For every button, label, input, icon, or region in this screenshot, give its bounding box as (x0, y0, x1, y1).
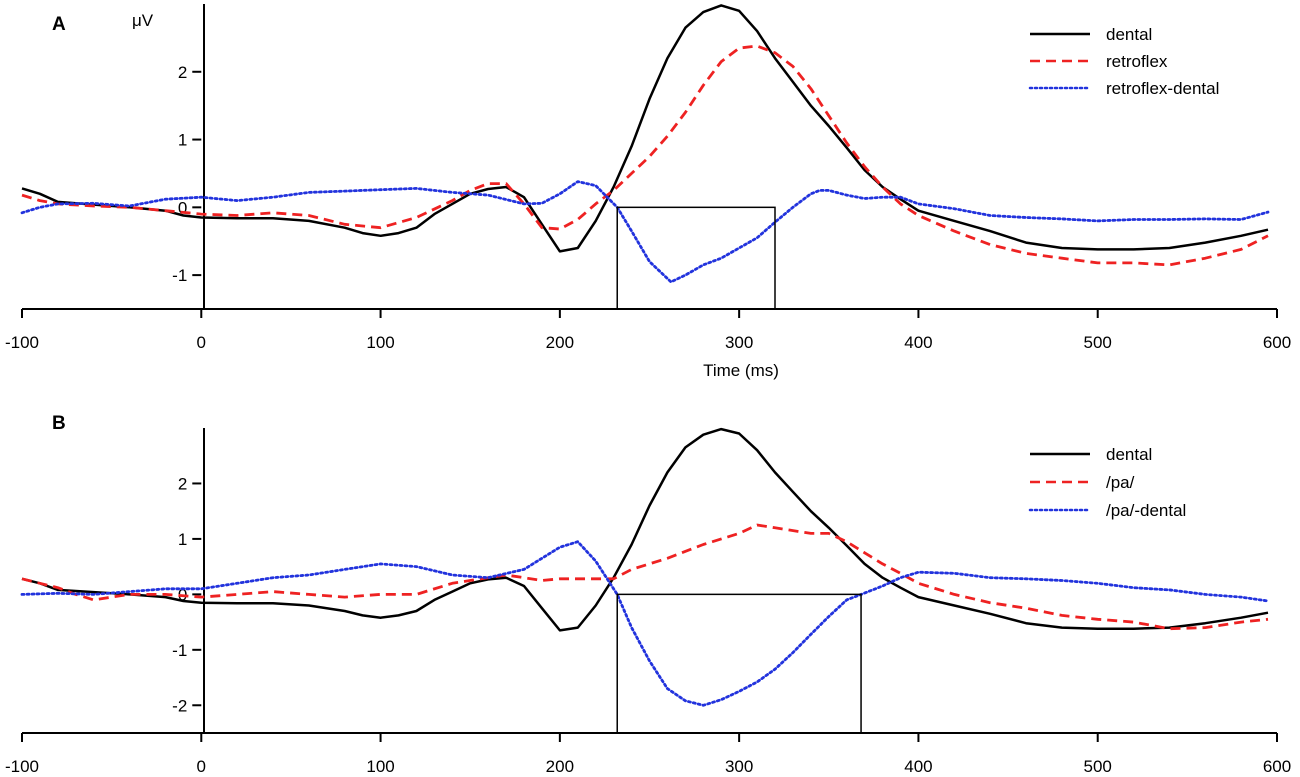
panel-b-label: B (52, 413, 66, 434)
x-tick-label: 0 (197, 757, 206, 776)
panel-b: B -100 0 100 200 300 400 500 600 -2 -1 0 1 2 dental… (5, 413, 1291, 776)
legend-label-retroflex-dental: retroflex-dental (1106, 79, 1219, 98)
series-line-0 (21, 4, 1269, 253)
panel-b-analysis-window (616, 593, 862, 734)
panel-a-label: A (52, 14, 66, 35)
panel-b-series (20, 427, 1270, 707)
series-line-0 (21, 427, 1269, 632)
x-tick-label: 100 (366, 757, 394, 776)
legend-label-dental: dental (1106, 445, 1152, 464)
x-tick-label: 200 (546, 757, 574, 776)
x-tick-label: 500 (1084, 333, 1112, 352)
x-tick-label: 400 (904, 757, 932, 776)
x-tick-label: -100 (5, 333, 39, 352)
legend-label-pa-dental: /pa/-dental (1106, 501, 1186, 520)
x-tick-label: 500 (1084, 757, 1112, 776)
y-tick-label: 1 (178, 131, 187, 150)
y-tick-label: -1 (172, 641, 187, 660)
panel-a-series (20, 4, 1270, 284)
unit-label: μV (132, 11, 154, 30)
series-line-1 (21, 44, 1269, 267)
x-tick-label: 300 (725, 757, 753, 776)
y-tick-label: -1 (172, 266, 187, 285)
x-tick-label: 0 (197, 333, 206, 352)
y-tick-label: 1 (178, 530, 187, 549)
x-tick-label: 600 (1263, 757, 1291, 776)
panel-a-legend: dental retroflex retroflex-dental (1028, 25, 1219, 98)
y-tick-label: 0 (178, 198, 187, 217)
y-tick-label: 2 (178, 474, 187, 493)
panel-a: A μV -100 0 100 200 300 400 500 600 -1 0 1 2 Time … (5, 4, 1291, 380)
x-tick-label: 300 (725, 333, 753, 352)
legend-label-pa: /pa/ (1106, 473, 1135, 492)
series-line-2 (20, 540, 1270, 707)
panel-b-legend: dental /pa/ /pa/-dental (1028, 445, 1186, 520)
panel-b-x-ticks: -100 0 100 200 300 400 500 600 (5, 733, 1291, 776)
panel-a-x-ticks: -100 0 100 200 300 400 500 600 (5, 309, 1291, 352)
x-tick-label: -100 (5, 757, 39, 776)
x-axis-title: Time (ms) (703, 361, 779, 380)
y-tick-label: -2 (172, 696, 187, 715)
legend-label-retroflex: retroflex (1106, 52, 1168, 71)
x-tick-label: 400 (904, 333, 932, 352)
y-tick-label: 2 (178, 63, 187, 82)
legend-label-dental: dental (1106, 25, 1152, 44)
series-line-2 (20, 180, 1270, 284)
x-tick-label: 100 (366, 333, 394, 352)
panel-a-y-ticks: -1 0 1 2 (172, 63, 202, 285)
series-line-1 (21, 523, 1269, 631)
x-tick-label: 200 (546, 333, 574, 352)
panel-a-analysis-window (616, 206, 776, 310)
x-tick-label: 600 (1263, 333, 1291, 352)
